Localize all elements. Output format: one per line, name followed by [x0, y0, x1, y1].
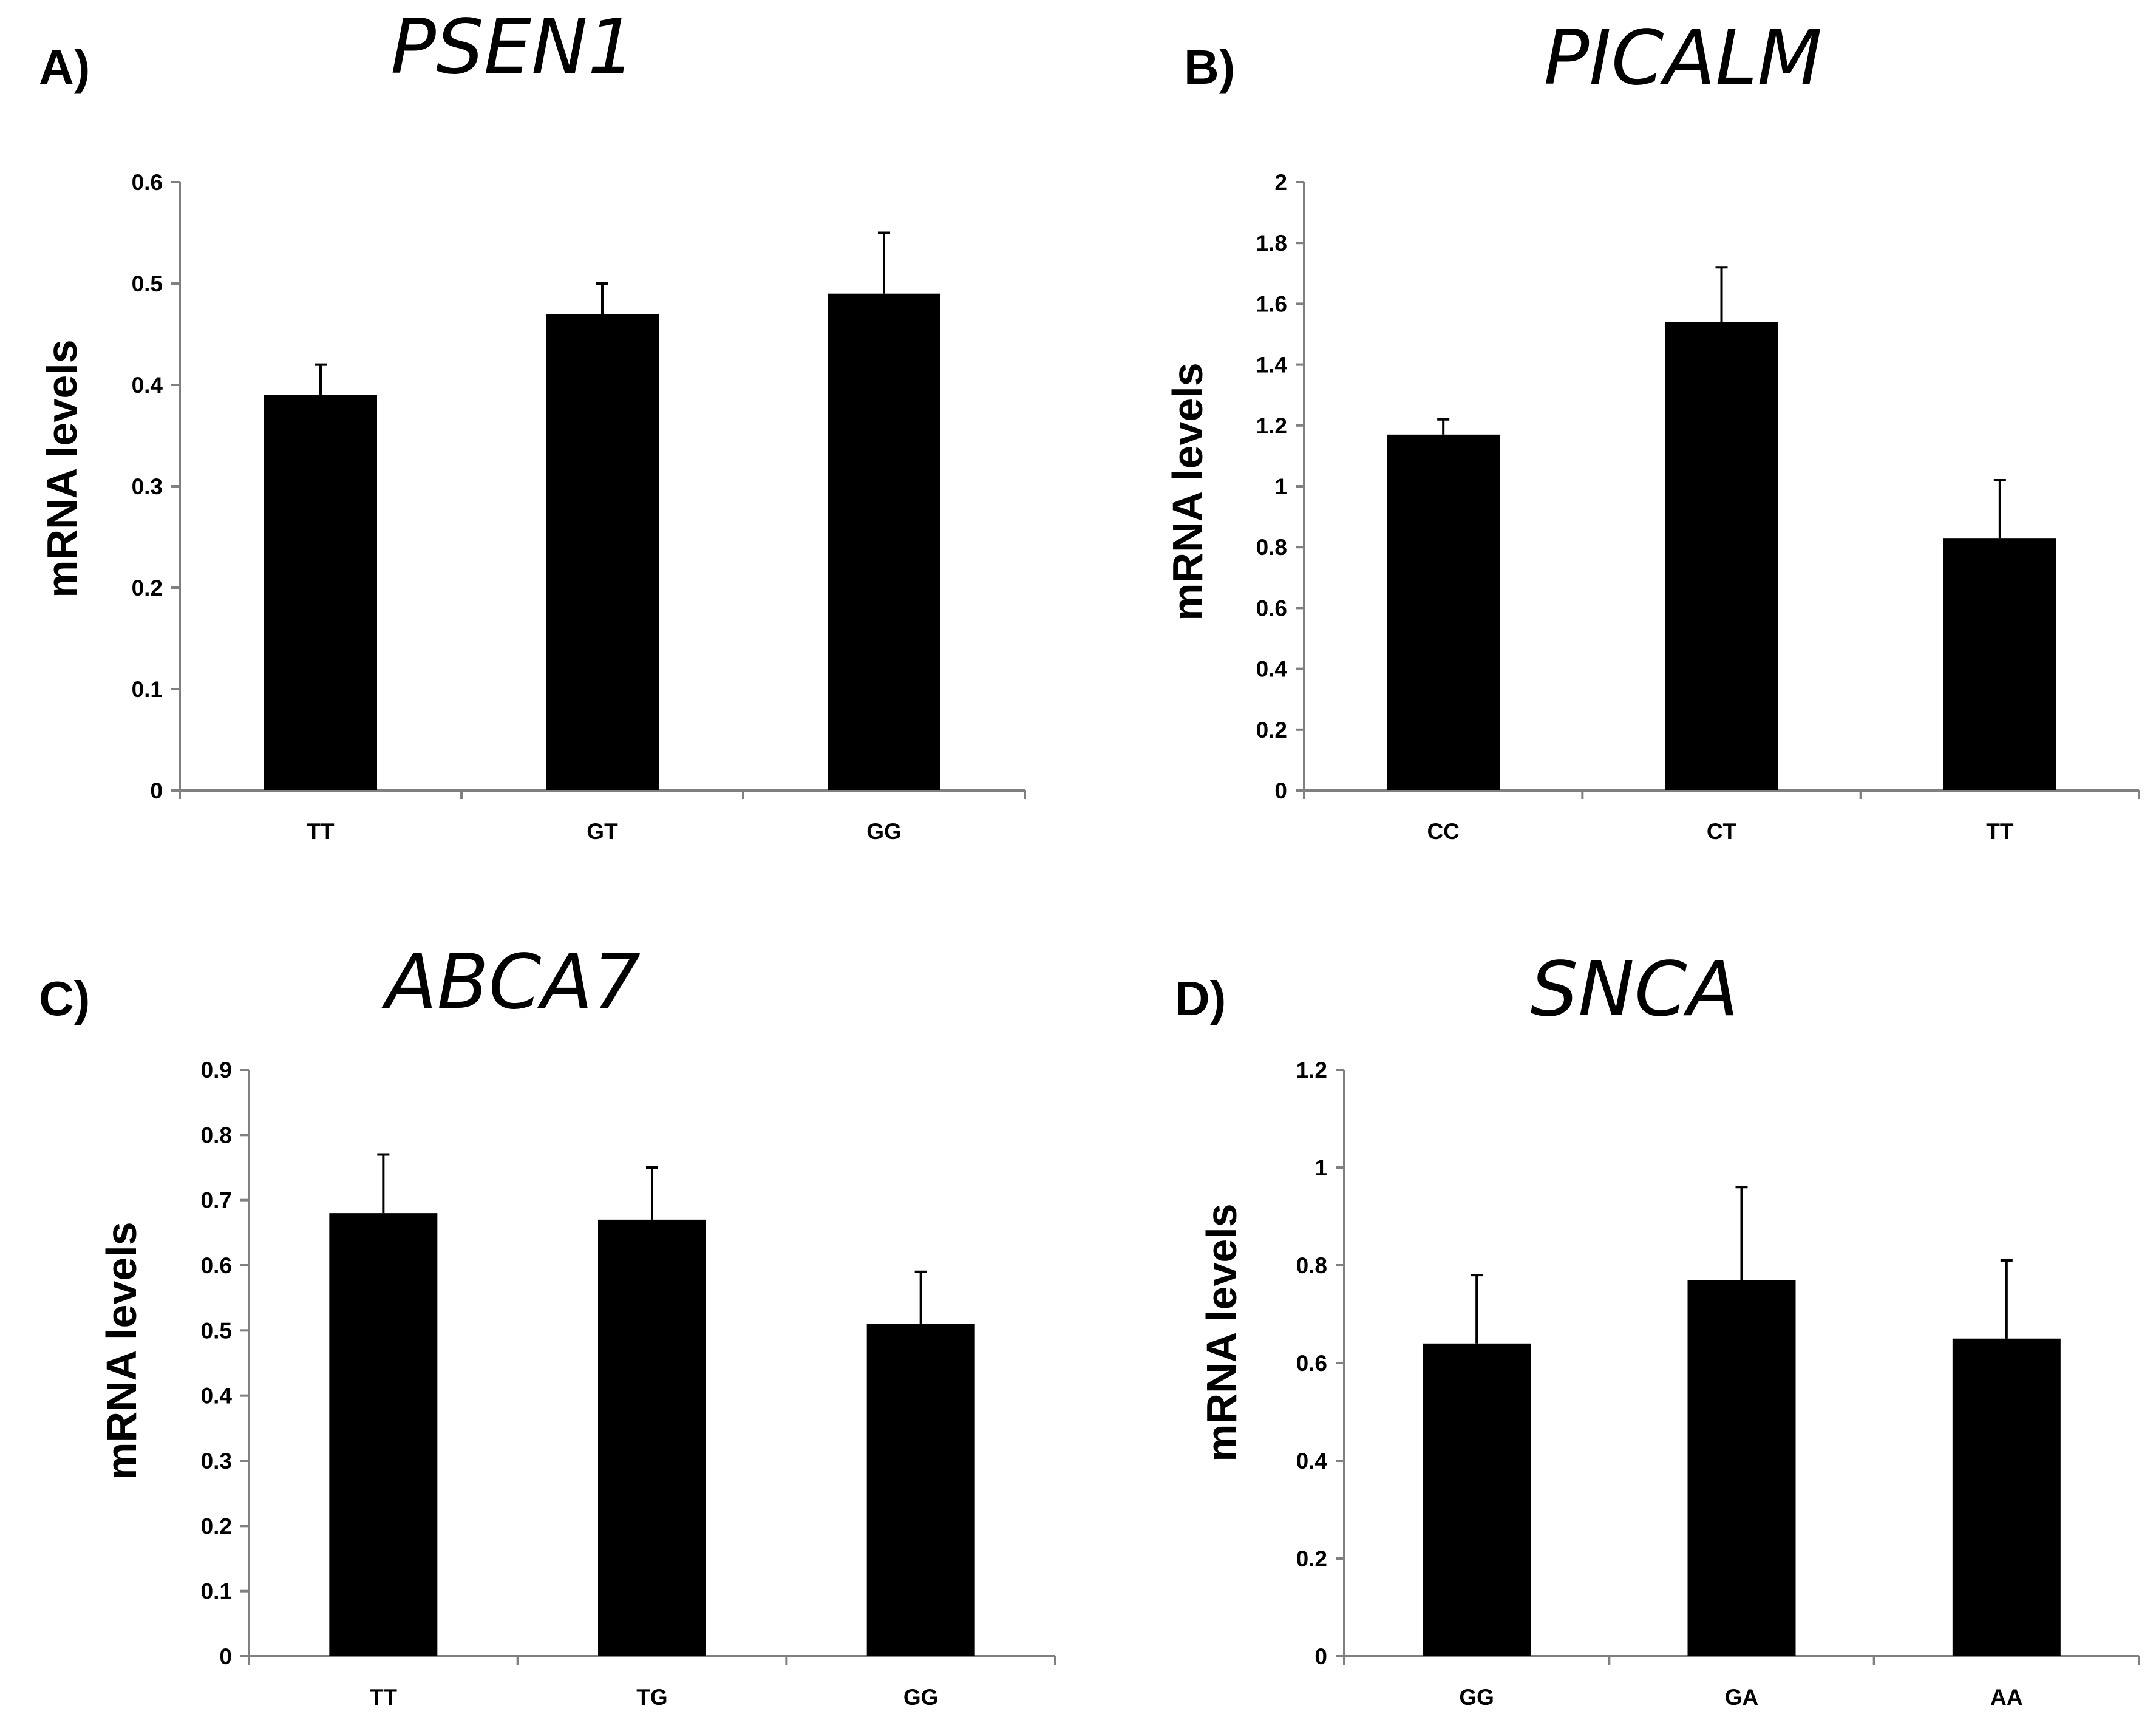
- plot-area-d: 0 0.2 0.4 0.6 0.8 1 1.2 GG GA AA: [1296, 1058, 2140, 1710]
- y-tick-label-b: 1: [1274, 474, 1287, 499]
- y-tick-label-d: 0.2: [1296, 1546, 1327, 1571]
- y-tick-label-c: 0.2: [201, 1514, 232, 1538]
- y-axis-label-a: mRNA levels: [38, 339, 86, 597]
- chart-title-c: ABCA7: [381, 939, 641, 1026]
- chart-title-b: PICALM: [1544, 15, 1823, 102]
- y-tick-label-b: 0.4: [1256, 657, 1288, 682]
- bar-b-ct: [1665, 322, 1778, 790]
- y-tick-label-a: 0: [150, 778, 163, 803]
- y-tick-label-d: 0.6: [1296, 1351, 1327, 1376]
- y-tick-label-c: 0.1: [201, 1579, 232, 1604]
- x-category-label-d: GG: [1459, 1685, 1494, 1710]
- plot-area-b: 0 0.2 0.4 0.6 0.8 1 1.2 1.4 1.6 1.8 2 CC CT TT: [1256, 170, 2140, 844]
- y-tick-label-c: 0.9: [201, 1058, 232, 1083]
- y-tick-label-a: 0.4: [132, 373, 163, 398]
- y-tick-label-a: 0.3: [132, 474, 163, 499]
- y-axis-label-c: mRNA levels: [98, 1222, 145, 1480]
- y-axis-label-d: mRNA levels: [1198, 1203, 1245, 1461]
- x-category-label-a: GT: [587, 819, 618, 844]
- y-tick-label-c: 0.4: [201, 1384, 233, 1409]
- x-category-label-b: CT: [1707, 819, 1737, 844]
- x-category-label-a: TT: [307, 819, 335, 844]
- y-tick-label-c: 0.7: [201, 1188, 232, 1213]
- y-tick-label-a: 0.2: [132, 576, 163, 600]
- bar-a-gg: [828, 293, 940, 790]
- bar-b-cc: [1387, 434, 1500, 790]
- y-tick-label-c: 0: [219, 1644, 232, 1669]
- bar-a-tt: [264, 395, 377, 790]
- chart-title-d: SNCA: [1531, 946, 1739, 1033]
- chart-panel-d: D) SNCA mRNA levels 0 0.2 0.4 0.6 0.8 1 1.2 GG G…: [1175, 946, 2140, 1710]
- bar-d-ga: [1687, 1280, 1796, 1656]
- y-tick-label-c: 0.8: [201, 1123, 232, 1147]
- y-tick-label-b: 1.6: [1256, 291, 1287, 316]
- y-tick-label-c: 0.3: [201, 1449, 232, 1474]
- y-tick-label-b: 2: [1274, 170, 1287, 195]
- y-tick-label-b: 1.4: [1256, 353, 1288, 378]
- y-tick-label-d: 1.2: [1296, 1058, 1327, 1083]
- panel-letter-d: D): [1175, 971, 1226, 1025]
- bar-d-aa: [1952, 1338, 2061, 1656]
- x-category-label-b: CC: [1427, 819, 1459, 844]
- x-category-label-c: GG: [903, 1685, 939, 1710]
- y-tick-label-c: 0.6: [201, 1253, 232, 1278]
- y-tick-label-a: 0.5: [132, 271, 163, 296]
- x-category-label-c: TT: [370, 1685, 398, 1710]
- bar-c-tt: [329, 1213, 438, 1656]
- x-category-label-c: TG: [636, 1685, 667, 1710]
- chart-panel-b: B) PICALM mRNA levels 0 0.2 0.4 0.6 0.8 1 1.2 1…: [1164, 15, 2140, 844]
- y-tick-label-b: 0.2: [1256, 718, 1287, 743]
- chart-panel-c: C) ABCA7 mRNA levels 0 0.1 0.2 0.3 0.4 0.5 0.6…: [39, 939, 1056, 1710]
- bar-b-tt: [1943, 538, 2056, 790]
- y-tick-label-b: 0.8: [1256, 535, 1287, 560]
- y-tick-label-c: 0.5: [201, 1318, 232, 1343]
- y-tick-label-a: 0.6: [132, 170, 163, 195]
- chart-panel-a: A) PSEN1 mRNA levels 0 0.1 0.2 0.3 0.4 0.5 0.6…: [38, 4, 1026, 844]
- panel-letter-b: B): [1184, 40, 1235, 94]
- x-category-label-a: GG: [866, 819, 902, 844]
- y-axis-label-b: mRNA levels: [1164, 362, 1211, 620]
- bar-c-tg: [598, 1219, 706, 1656]
- plot-area-c: 0 0.1 0.2 0.3 0.4 0.5 0.6 0.7 0.8 0.9 TT TG GG: [201, 1058, 1056, 1710]
- y-tick-label-a: 0.1: [132, 677, 163, 702]
- y-tick-label-d: 1: [1314, 1155, 1327, 1180]
- x-category-label-d: AA: [1990, 1685, 2022, 1710]
- y-tick-label-d: 0.4: [1296, 1449, 1328, 1474]
- bar-c-gg: [866, 1324, 975, 1656]
- x-category-label-d: GA: [1725, 1685, 1759, 1710]
- y-tick-label-b: 1.8: [1256, 231, 1287, 256]
- panel-letter-c: C): [39, 971, 90, 1025]
- y-tick-label-d: 0: [1314, 1644, 1327, 1669]
- y-tick-label-b: 0.6: [1256, 596, 1287, 620]
- panel-letter-a: A): [39, 40, 90, 94]
- y-tick-label-b: 0: [1274, 778, 1287, 803]
- plot-area-a: 0 0.1 0.2 0.3 0.4 0.5 0.6 TT GT GG: [132, 170, 1026, 844]
- bar-d-gg: [1423, 1343, 1531, 1656]
- y-tick-label-b: 1.2: [1256, 413, 1287, 438]
- y-tick-label-d: 0.8: [1296, 1253, 1327, 1278]
- x-category-label-b: TT: [1986, 819, 2014, 844]
- chart-title-a: PSEN1: [390, 4, 635, 91]
- bar-a-gt: [546, 314, 659, 790]
